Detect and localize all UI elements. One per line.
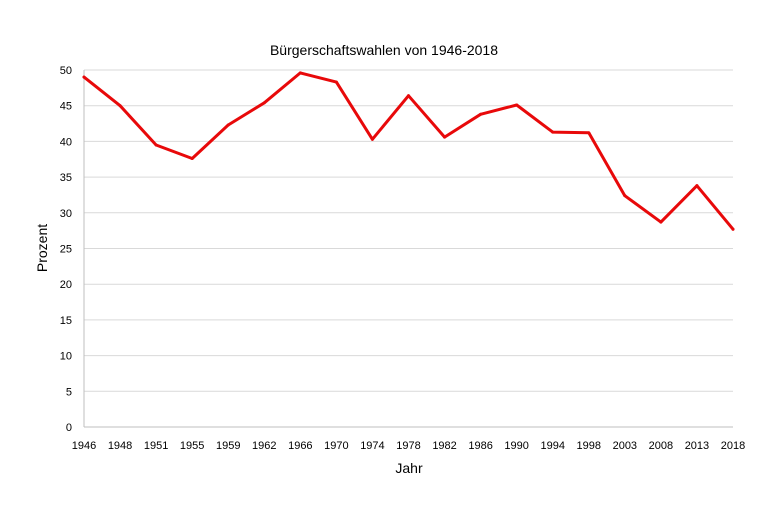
x-tick-label: 2008 bbox=[649, 440, 673, 452]
data-point bbox=[659, 220, 663, 224]
data-point bbox=[262, 101, 266, 105]
data-point bbox=[551, 130, 555, 134]
data-point bbox=[479, 112, 483, 116]
y-tick-label: 40 bbox=[60, 136, 72, 148]
chart-title: Bürgerschaftswahlen von 1946-2018 bbox=[270, 42, 498, 58]
y-tick-label: 25 bbox=[60, 244, 72, 256]
y-tick-label: 15 bbox=[60, 315, 72, 327]
x-tick-label: 1986 bbox=[468, 440, 492, 452]
x-tick-label: 1998 bbox=[577, 440, 601, 452]
data-point bbox=[407, 94, 410, 98]
y-tick-label: 45 bbox=[60, 101, 72, 113]
y-tick-labels: 0 5 10 15 20 25 30 35 40 45 50 bbox=[60, 65, 72, 434]
y-tick-label: 30 bbox=[60, 208, 72, 220]
x-tick-label: 1994 bbox=[540, 440, 564, 452]
data-point bbox=[731, 227, 735, 231]
x-tick-label: 1966 bbox=[288, 440, 312, 452]
axes bbox=[83, 70, 733, 428]
data-point bbox=[298, 71, 302, 75]
x-tick-label: 2003 bbox=[613, 440, 637, 452]
x-tick-labels: 1946 1948 1951 1955 1959 1962 1966 1970 1974 1978… bbox=[72, 440, 745, 452]
data-point bbox=[334, 80, 338, 84]
x-tick-label: 2013 bbox=[685, 440, 709, 452]
y-tick-label: 20 bbox=[60, 279, 72, 291]
y-tick-label: 50 bbox=[60, 65, 72, 77]
data-point bbox=[695, 184, 699, 188]
data-point bbox=[587, 131, 591, 135]
x-tick-label: 1990 bbox=[504, 440, 528, 452]
x-tick-label: 1970 bbox=[324, 440, 348, 452]
data-point bbox=[226, 123, 230, 127]
y-tick-label: 10 bbox=[60, 351, 72, 363]
data-point bbox=[443, 135, 447, 139]
x-tick-label: 1948 bbox=[108, 440, 132, 452]
x-tick-label: 1951 bbox=[144, 440, 168, 452]
x-tick-label: 1982 bbox=[432, 440, 456, 452]
y-axis-label: Prozent bbox=[34, 224, 50, 272]
x-tick-label: 1959 bbox=[216, 440, 240, 452]
x-tick-label: 1962 bbox=[252, 440, 276, 452]
data-point bbox=[623, 194, 627, 198]
x-tick-label: 1955 bbox=[180, 440, 204, 452]
x-tick-label: 1974 bbox=[360, 440, 384, 452]
x-tick-label: 1946 bbox=[72, 440, 96, 452]
data-point bbox=[118, 104, 122, 108]
y-tick-label: 5 bbox=[66, 386, 72, 398]
series-layer bbox=[82, 71, 735, 231]
x-axis-label: Jahr bbox=[395, 460, 423, 476]
y-tick-label: 35 bbox=[60, 172, 72, 184]
data-point bbox=[190, 157, 194, 161]
data-point bbox=[154, 143, 158, 147]
gridlines bbox=[84, 69, 733, 392]
x-tick-label: 1978 bbox=[396, 440, 420, 452]
x-tick-label: 2018 bbox=[721, 440, 745, 452]
data-point bbox=[515, 103, 519, 107]
data-point bbox=[82, 75, 86, 79]
data-point bbox=[370, 137, 374, 141]
y-tick-label: 0 bbox=[66, 422, 72, 434]
